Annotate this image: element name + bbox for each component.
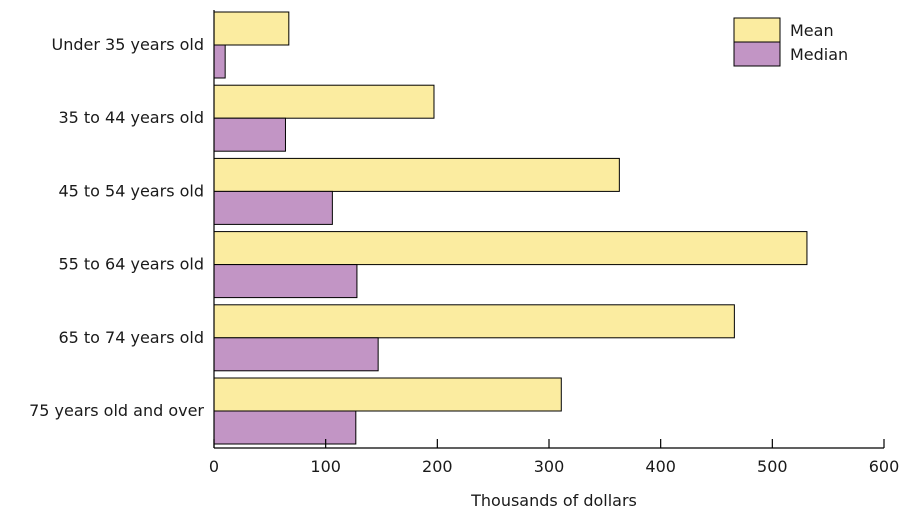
bar-mean-3 <box>213 231 808 266</box>
legend-swatch-median <box>733 41 781 67</box>
bar-mean-4 <box>213 304 735 339</box>
x-axis-ticks: 0 100 200 300 400 500 600 <box>209 439 899 476</box>
x-tick-label: 400 <box>645 457 676 476</box>
bar-mean-0 <box>213 11 290 46</box>
category-label: 45 to 54 years old <box>58 181 204 200</box>
bar-median-1 <box>213 117 286 152</box>
bar-median-4 <box>213 337 379 372</box>
bar-median-5 <box>213 410 357 445</box>
x-tick-label: 100 <box>310 457 341 476</box>
bar-median-3 <box>213 264 358 299</box>
x-tick-label: 300 <box>534 457 565 476</box>
category-label: 75 years old and over <box>29 401 204 420</box>
y-axis-labels: Under 35 years old 35 to 44 years old 45 t… <box>29 35 204 420</box>
bar-median-0 <box>213 44 226 79</box>
category-label: 65 to 74 years old <box>58 328 204 347</box>
bar-mean-2 <box>213 157 620 192</box>
x-tick-label: 500 <box>757 457 788 476</box>
bars-group <box>213 11 808 445</box>
category-label: 55 to 64 years old <box>58 255 204 274</box>
bar-mean-5 <box>213 377 562 412</box>
category-label: Under 35 years old <box>52 35 204 54</box>
x-tick-label: 600 <box>869 457 900 476</box>
legend-swatch-mean <box>733 17 781 43</box>
legend-label-mean: Mean <box>790 21 834 40</box>
bar-median-2 <box>213 190 333 225</box>
x-axis-title: Thousands of dollars <box>470 491 637 510</box>
legend: Mean Median <box>733 17 848 67</box>
bar-mean-1 <box>213 84 435 119</box>
category-label: 35 to 44 years old <box>58 108 204 127</box>
legend-label-median: Median <box>790 45 848 64</box>
x-tick-label: 200 <box>422 457 453 476</box>
x-tick-label: 0 <box>209 457 219 476</box>
